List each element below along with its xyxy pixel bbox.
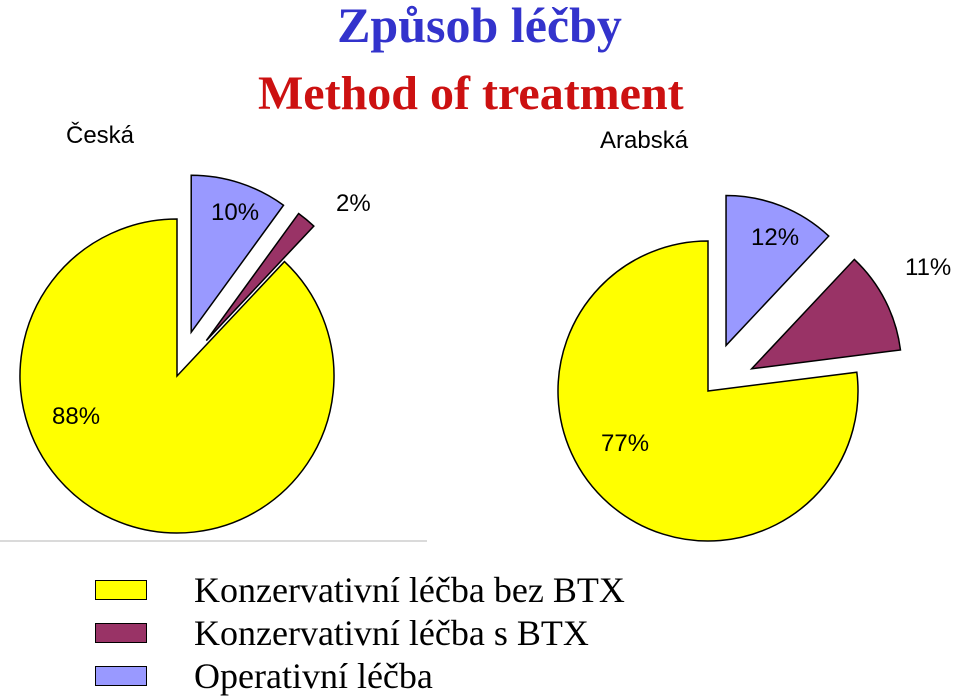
legend-swatch-conservative-without-btx — [95, 579, 147, 600]
pie-slice-ceska-0 — [19, 218, 335, 534]
pie-arabska-title: Arabská — [600, 127, 689, 154]
pie-arabska — [557, 194, 902, 542]
pie-slice-arabska-0 — [557, 240, 859, 542]
legend-label: Operativní léčba — [194, 655, 433, 696]
pie-ceska-label-maroon: 2% — [336, 190, 371, 217]
pie-arabska-label-maroon: 11% — [905, 254, 951, 281]
legend-item: Konzervativní léčba s BTX — [95, 611, 625, 654]
legend-swatch-operative — [95, 665, 147, 686]
pie-slice-arabska-2 — [725, 194, 830, 348]
legend-swatch-conservative-with-btx — [95, 622, 147, 643]
chart-legend: Konzervativní léčba bez BTX Konzervativn… — [95, 568, 625, 697]
pie-ceska-label-blue: 10% — [211, 199, 259, 226]
chart-title: Způsob léčby — [337, 0, 622, 53]
legend-label: Konzervativní léčba s BTX — [194, 612, 589, 653]
legend-item: Konzervativní léčba bez BTX — [95, 568, 625, 611]
legend-label: Konzervativní léčba bez BTX — [194, 569, 625, 610]
pie-charts: Česká Arabská 88% 2% 10% 77% 11% 12% — [0, 121, 951, 542]
pie-ceska-label-yellow: 88% — [52, 403, 100, 430]
pie-slice-ceska-1 — [205, 212, 315, 342]
pie-slice-ceska-2 — [190, 174, 285, 335]
pie-ceska-title: Česká — [66, 121, 135, 149]
pie-arabska-label-yellow: 77% — [601, 430, 649, 457]
legend-item: Operativní léčba — [95, 654, 625, 697]
pie-slice-arabska-1 — [749, 258, 902, 370]
pie-ceska — [19, 174, 335, 534]
chart-subtitle: Method of treatment — [258, 67, 684, 120]
pie-arabska-label-blue: 12% — [751, 224, 799, 251]
